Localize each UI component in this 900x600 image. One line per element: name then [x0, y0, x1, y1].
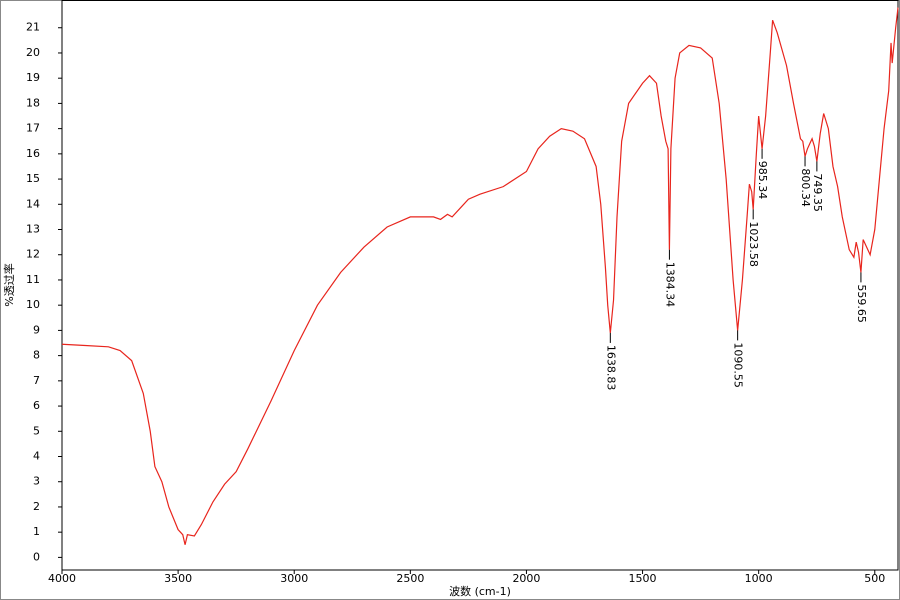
x-tick-label: 1000: [745, 572, 773, 585]
y-tick-label: 17: [26, 122, 40, 135]
y-tick-label: 3: [33, 475, 40, 488]
x-tick-label: 1500: [629, 572, 657, 585]
y-tick-label: 10: [26, 298, 40, 311]
y-tick-label: 15: [26, 172, 40, 185]
spectrum-line: [61, 7, 899, 545]
peak-label: 1638.83: [604, 345, 617, 391]
y-tick-label: 5: [33, 424, 40, 437]
x-tick-label: 2000: [512, 572, 540, 585]
y-tick-label: 18: [26, 96, 40, 109]
x-tick-label: 4000: [48, 572, 76, 585]
y-axis-label: %透过率: [2, 263, 16, 306]
y-tick-label: 0: [33, 550, 40, 563]
y-tick-label: 16: [26, 147, 40, 160]
peak-label: 985.34: [756, 161, 769, 200]
y-tick-label: 1: [33, 525, 40, 538]
y-tick-label: 6: [33, 399, 40, 412]
peak-label: 1023.58: [747, 221, 760, 267]
x-tick-label: 500: [864, 572, 885, 585]
peak-label: 749.35: [811, 173, 824, 212]
y-tick-label: 21: [26, 21, 40, 34]
peak-label: 1090.55: [732, 342, 745, 388]
y-tick-label: 7: [33, 374, 40, 387]
peak-label: 559.65: [855, 284, 868, 323]
x-tick-label: 3000: [280, 572, 308, 585]
peak-label: 800.34: [799, 168, 812, 207]
y-tick-label: 19: [26, 71, 40, 84]
y-tick-label: 14: [26, 197, 40, 210]
x-tick-label: 2500: [396, 572, 424, 585]
x-tick-label: 3500: [164, 572, 192, 585]
plot-border: [61, 0, 899, 571]
y-tick-label: 13: [26, 223, 40, 236]
y-tick-label: 4: [33, 450, 40, 463]
y-tick-label: 2: [33, 500, 40, 513]
y-tick-label: 11: [26, 273, 40, 286]
x-axis-label: 波数 (cm-1): [449, 585, 511, 598]
peak-label: 1384.34: [663, 262, 676, 308]
y-tick-label: 20: [26, 46, 40, 59]
y-tick-label: 9: [33, 323, 40, 336]
y-tick-label: 8: [33, 349, 40, 362]
y-tick-label: 12: [26, 248, 40, 261]
